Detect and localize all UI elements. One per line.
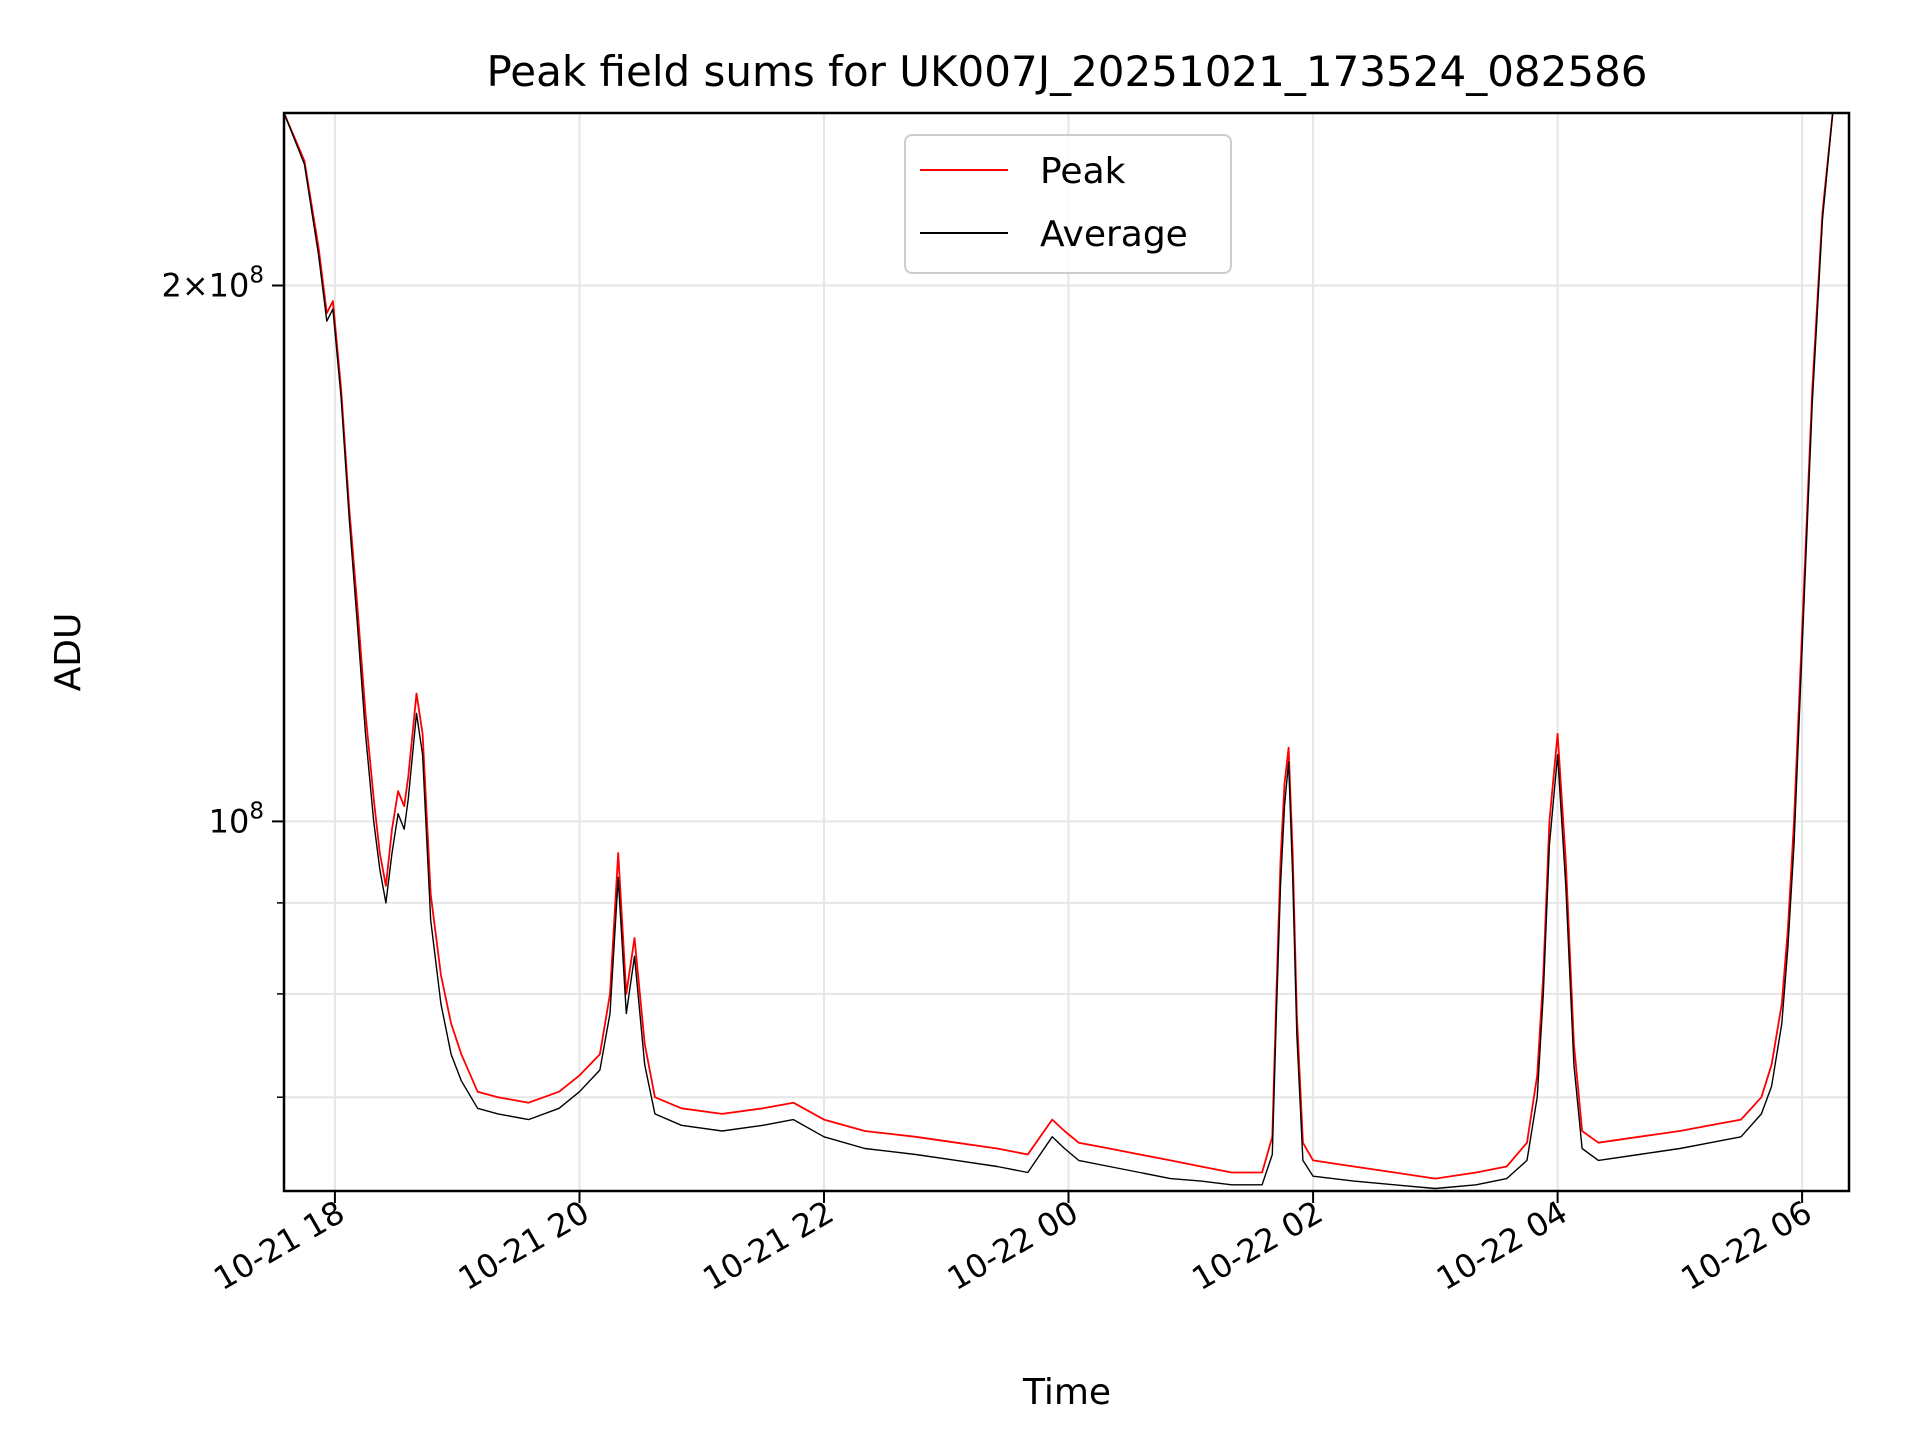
- series-line-average: [284, 113, 1849, 1190]
- series-line-peak: [284, 113, 1849, 1180]
- chart-title: Peak field sums for UK007J_20251021_1735…: [486, 47, 1647, 96]
- y-tick-label: 108: [209, 798, 264, 840]
- x-axis-label: Time: [1022, 1372, 1111, 1413]
- y-tick-label: 2×108: [161, 263, 264, 305]
- legend: Peak Average: [904, 134, 1232, 274]
- plot-area: [284, 113, 1849, 1190]
- legend-label-average: Average: [1040, 214, 1188, 255]
- y-axis-label: ADU: [48, 613, 89, 692]
- legend-label-peak: Peak: [1040, 151, 1126, 192]
- plot-frame: [282, 111, 1851, 1193]
